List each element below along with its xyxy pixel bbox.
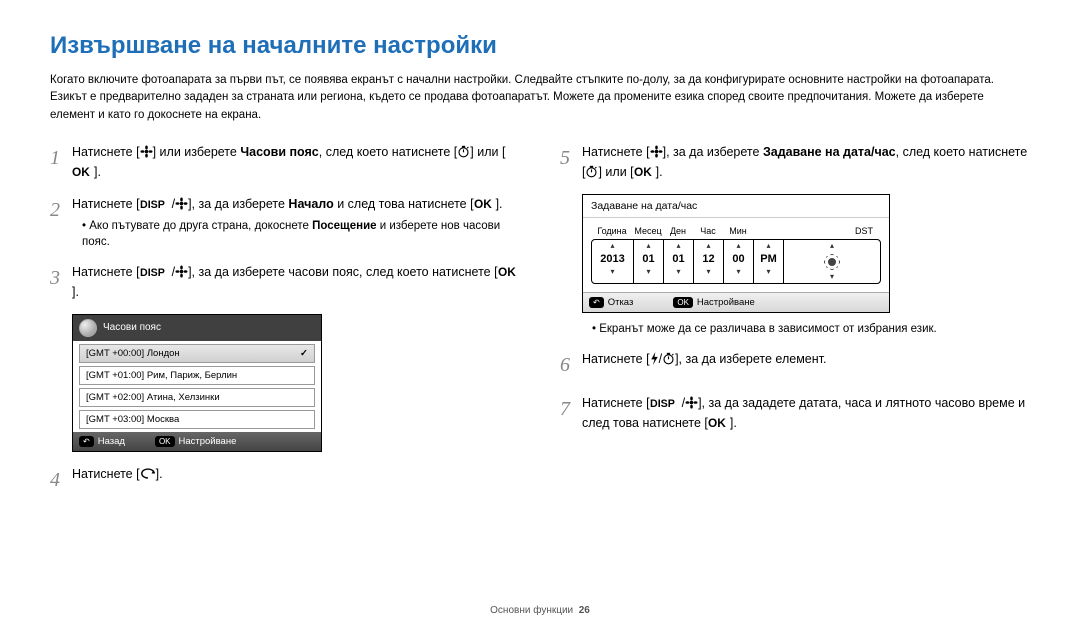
step-4: Натиснете []. xyxy=(72,464,520,496)
flower-icon xyxy=(650,145,663,158)
tz-row: [GMT +03:00] Москва xyxy=(79,410,315,429)
ok-icon xyxy=(474,197,496,210)
step-5-sub: Екранът може да се различава в зависимос… xyxy=(592,321,1030,337)
dt-spinners: ▴2013▾ ▴01▾ ▴01▾ ▴12▾ ▴00▾ ▴PM▾ ▴▾ xyxy=(591,239,881,284)
globe-icon xyxy=(79,319,97,337)
ok-icon xyxy=(72,165,94,178)
ok-icon xyxy=(498,265,520,278)
timer-icon xyxy=(585,165,598,178)
dt-title: Задаване на дата/час xyxy=(583,195,889,218)
ok-icon xyxy=(634,165,656,178)
page-title: Извършване на началните настройки xyxy=(50,32,1030,60)
dst-sun-icon xyxy=(825,255,839,269)
step-5: Натиснете [], за да изберете Задаване на… xyxy=(582,142,1030,182)
disp-icon xyxy=(650,396,682,409)
step-3: Натиснете [/], за да изберете часови поя… xyxy=(72,262,520,302)
back-icon xyxy=(140,467,156,480)
step-number: 1 xyxy=(50,142,72,182)
ok-key-icon: OK xyxy=(673,297,693,308)
timer-icon xyxy=(662,352,675,365)
step-number: 4 xyxy=(50,464,72,496)
right-column: 5 Натиснете [], за да изберете Задаване … xyxy=(560,142,1030,508)
step-2-sub: Ако пътувате до друга страна, докоснете … xyxy=(82,218,520,250)
step-1: Натиснете [] или изберете Часови пояс, с… xyxy=(72,142,520,182)
check-icon: ✓ xyxy=(300,348,308,359)
back-key-icon: ↶ xyxy=(79,436,94,447)
timer-icon xyxy=(457,145,470,158)
tz-row: [GMT +00:00] Лондон✓ xyxy=(79,344,315,363)
flower-icon xyxy=(140,145,153,158)
step-number: 7 xyxy=(560,393,582,433)
ok-key-icon: OK xyxy=(155,436,175,447)
intro-text: Когато включите фотоапарата за първи път… xyxy=(50,72,1030,124)
flower-icon xyxy=(685,396,698,409)
tz-title: Часови пояс xyxy=(103,322,161,333)
flower-icon xyxy=(175,265,188,278)
step-2: Натиснете [/], за да изберете Начало и с… xyxy=(72,194,520,250)
timezone-screenshot: Часови пояс [GMT +00:00] Лондон✓ [GMT +0… xyxy=(72,314,322,452)
step-7: Натиснете [/], за да зададете датата, ча… xyxy=(582,393,1030,433)
back-key-icon: ↶ xyxy=(589,297,604,308)
flower-icon xyxy=(175,197,188,210)
step-number: 2 xyxy=(50,194,72,250)
flash-icon xyxy=(650,352,659,365)
step-number: 3 xyxy=(50,262,72,302)
datetime-screenshot: Задаване на дата/час Година Месец Ден Ча… xyxy=(582,194,890,313)
left-column: 1 Натиснете [] или изберете Часови пояс,… xyxy=(50,142,520,508)
page-footer: Основни функции 26 xyxy=(0,605,1080,616)
tz-row: [GMT +02:00] Атина, Хелзинки xyxy=(79,388,315,407)
disp-icon xyxy=(140,197,172,210)
step-6: Натиснете [/], за да изберете елемент. xyxy=(582,349,1030,381)
ok-icon xyxy=(708,416,730,429)
step-number: 5 xyxy=(560,142,582,182)
disp-icon xyxy=(140,265,172,278)
step-number: 6 xyxy=(560,349,582,381)
tz-row: [GMT +01:00] Рим, Париж, Берлин xyxy=(79,366,315,385)
